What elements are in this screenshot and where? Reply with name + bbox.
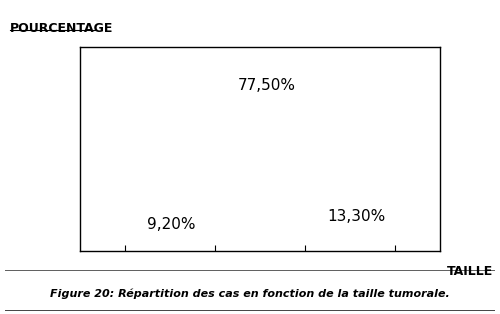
FancyBboxPatch shape	[0, 269, 500, 312]
Text: 13,30%: 13,30%	[328, 209, 386, 224]
Text: 77,50%: 77,50%	[238, 78, 296, 93]
Text: 9,20%: 9,20%	[148, 217, 196, 232]
Text: 2-5cm: 2-5cm	[240, 280, 280, 293]
Text: TAILLE: TAILLE	[446, 265, 493, 278]
Text: POURCENTAGE: POURCENTAGE	[10, 22, 114, 35]
Text: <2cm: <2cm	[151, 280, 189, 293]
Text: Figure 20: Répartition des cas en fonction de la taille tumorale.: Figure 20: Répartition des cas en foncti…	[50, 288, 450, 299]
Text: >5cm: >5cm	[331, 280, 369, 293]
